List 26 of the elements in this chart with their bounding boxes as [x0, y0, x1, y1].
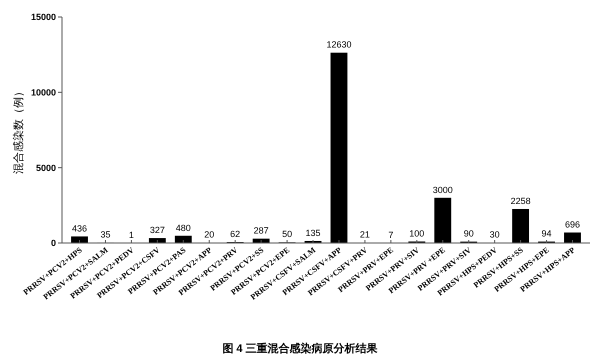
data-label: 696: [564, 220, 580, 230]
data-label: 35: [100, 229, 110, 240]
y-tick-label: 0: [50, 238, 56, 248]
data-label: 94: [542, 228, 552, 239]
y-tick-label: 5000: [36, 162, 56, 173]
data-label: 20: [204, 230, 214, 240]
y-axis-title: 混合感染数（例）: [12, 86, 25, 174]
data-label: 480: [176, 222, 191, 233]
data-label: 12630: [326, 40, 352, 50]
data-label: 30: [490, 230, 500, 240]
data-label: 3000: [432, 184, 453, 195]
data-label: 1: [128, 230, 134, 240]
data-label: 21: [360, 230, 370, 240]
data-label: 287: [254, 226, 269, 236]
data-label: 436: [72, 223, 88, 234]
data-label: 7: [388, 230, 394, 240]
data-label: 327: [150, 225, 165, 236]
data-label: 62: [230, 229, 240, 240]
text: 图 4 三重混合感染病原分析结果: [222, 342, 379, 355]
data-label: 2258: [510, 196, 531, 206]
data-label: 50: [282, 229, 292, 240]
data-label: 135: [306, 228, 321, 238]
data-label: 90: [464, 228, 474, 239]
y-tick-label: 10000: [30, 87, 56, 98]
y-tick-label: 15000: [30, 12, 56, 22]
data-label: 100: [409, 228, 424, 238]
